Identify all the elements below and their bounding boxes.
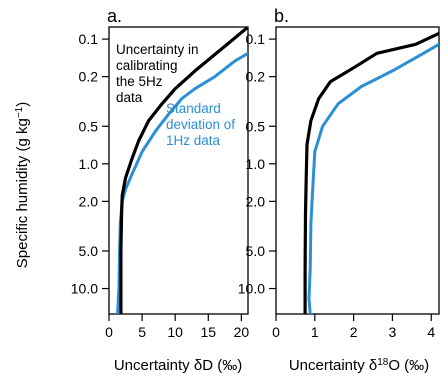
x-tick-label: 20: [234, 324, 250, 340]
annotation-calibration: Uncertainty in calibrating the 5Hz data: [116, 42, 202, 105]
series-calibration-line: [119, 27, 248, 314]
y-tick-label: 5.0: [79, 243, 99, 259]
panel-b-label: b.: [274, 6, 289, 26]
y-tick-label: 0.1: [246, 31, 266, 47]
panel-b-y-ticks: 0.1 0.2 0.5 1.0 2.0 5.0 10.0: [238, 31, 276, 297]
y-tick-label: 0.5: [79, 118, 99, 134]
series-std-dev-line: [307, 42, 439, 314]
panel-a-x-ticks: 0 5 10 15 20: [105, 314, 249, 340]
y-tick-label: 0.5: [246, 118, 266, 134]
panel-b-x-axis-label: Uncertainty δ18O (‰): [289, 357, 429, 375]
panel-b-x-ticks: 0 1 2 3 4: [272, 314, 435, 340]
x-tick-label: 0: [105, 324, 113, 340]
x-tick-label: 10: [167, 324, 183, 340]
series-calibration-line: [303, 31, 439, 314]
panel-a-series: [116, 27, 248, 314]
panel-a-frame: [108, 26, 249, 315]
annotation-std-dev: Standard deviation of 1Hz data: [166, 101, 239, 148]
y-tick-label: 0.1: [79, 31, 99, 47]
y-tick-label: 2.0: [246, 193, 266, 209]
y-axis-label: Specific humidity (g kg−1): [14, 102, 32, 268]
panel-a-y-ticks: 0.1 0.2 0.5 1.0 2.0 5.0 10.0: [71, 31, 109, 297]
panel-a: a. 0.1 0.2 0.5 1.0 2.0 5.0 10.0 0 5 10 15 20 Uncer…: [71, 6, 250, 374]
y-tick-label: 5.0: [246, 243, 266, 259]
panel-a-x-axis-label: Uncertainty δD (‰): [114, 357, 242, 374]
x-tick-label: 2: [350, 324, 358, 340]
y-tick-label: 1.0: [79, 156, 99, 172]
y-tick-label: 2.0: [79, 193, 99, 209]
panel-b: b. 0.1 0.2 0.5 1.0 2.0 5.0 10.0 0 1 2 3 4 Uncertai…: [238, 6, 440, 375]
x-tick-label: 0: [272, 324, 280, 340]
x-tick-label: 4: [427, 324, 435, 340]
x-tick-label: 15: [200, 324, 216, 340]
panel-b-series: [303, 31, 439, 314]
y-tick-label: 1.0: [246, 156, 266, 172]
y-tick-label: 0.2: [246, 69, 266, 85]
y-tick-label: 10.0: [71, 281, 98, 297]
panel-a-label: a.: [107, 6, 122, 26]
x-tick-label: 3: [389, 324, 397, 340]
y-tick-label: 10.0: [238, 281, 265, 297]
y-tick-label: 0.2: [79, 69, 99, 85]
panel-b-frame: [275, 26, 440, 315]
x-tick-label: 5: [138, 324, 146, 340]
x-tick-label: 1: [311, 324, 319, 340]
